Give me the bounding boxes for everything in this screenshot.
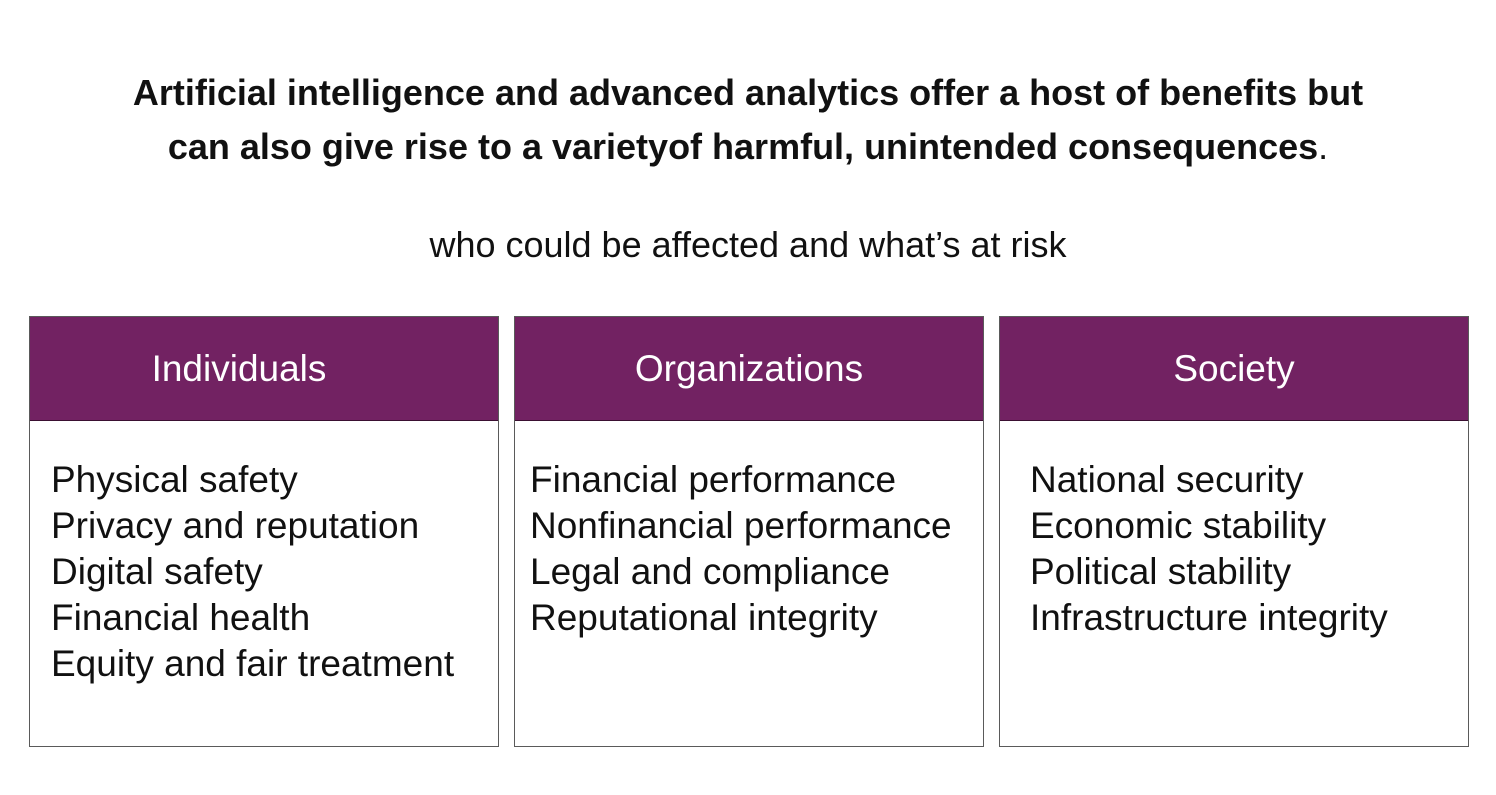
category-header-society: Society xyxy=(1000,317,1468,421)
category-card-individuals: Individuals Physical safety Privacy and … xyxy=(29,316,499,747)
risk-item: Infrastructure integrity xyxy=(1030,597,1388,638)
risk-item: Physical safety xyxy=(51,459,298,500)
category-title: Organizations xyxy=(634,347,864,389)
risk-item: Reputational integrity xyxy=(530,597,878,638)
risk-item: Equity and fair treatment xyxy=(51,643,455,684)
category-card-society: Society National security Economic stabi… xyxy=(999,316,1469,747)
category-header-individuals: Individuals xyxy=(30,317,498,421)
risk-item: Nonfinancial performance xyxy=(530,505,952,546)
subtitle: who could be affected and what’s at risk xyxy=(429,224,1067,265)
risk-item: Political stability xyxy=(1030,551,1292,592)
category-card-organizations: Organizations Financial performance Nonf… xyxy=(514,316,984,747)
risk-item: Digital safety xyxy=(51,551,263,592)
risk-item: Financial health xyxy=(51,597,311,638)
category-title: Individuals xyxy=(151,347,327,389)
headline-line-2-text: can also give rise to a varietyof harmfu… xyxy=(167,126,1319,167)
risk-item: Privacy and reputation xyxy=(51,505,420,546)
headline-line-1: Artificial intelligence and advanced ana… xyxy=(132,72,1364,113)
risk-item: Legal and compliance xyxy=(530,551,890,592)
risk-list-organizations: Financial performance Nonfinancial perfo… xyxy=(515,421,983,641)
risk-list-individuals: Physical safety Privacy and reputation D… xyxy=(30,421,498,687)
headline: Artificial intelligence and advanced ana… xyxy=(0,66,1496,174)
risk-list-society: National security Economic stability Pol… xyxy=(1000,421,1468,641)
headline-period: . xyxy=(1318,126,1329,167)
risk-item: National security xyxy=(1030,459,1304,500)
risk-item: Economic stability xyxy=(1030,505,1327,546)
category-title: Society xyxy=(1173,347,1295,389)
category-header-organizations: Organizations xyxy=(515,317,983,421)
risk-item: Financial performance xyxy=(530,459,897,500)
headline-line-2: can also give rise to a varietyof harmfu… xyxy=(0,120,1496,174)
